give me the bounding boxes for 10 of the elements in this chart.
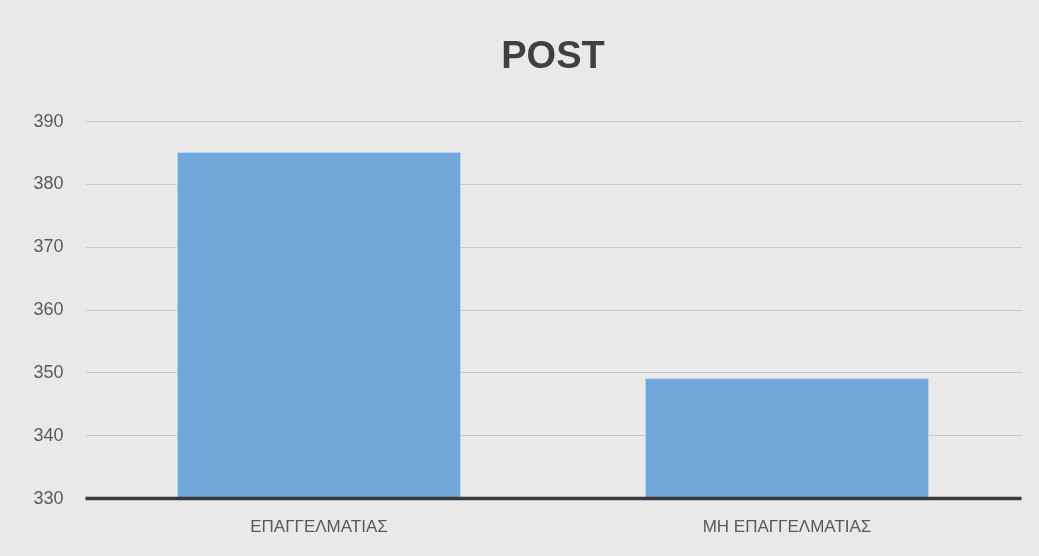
y-tick-label: 360 <box>33 299 64 319</box>
y-tick-label: 370 <box>33 236 64 257</box>
y-tick-label: 350 <box>33 361 64 382</box>
chart-title: POST <box>501 34 605 76</box>
x-tick-label: ΜΗ ΕΠΑΓΓΕΛΜΑΤΙΑΣ <box>702 516 872 536</box>
y-tick-label: 330 <box>33 487 64 508</box>
y-tick-label: 340 <box>33 424 64 445</box>
x-tick-label: ΕΠΑΓΓΕΛΜΑΤΙΑΣ <box>250 516 388 536</box>
y-tick-label: 380 <box>33 173 64 194</box>
y-tick-label: 390 <box>33 110 64 131</box>
